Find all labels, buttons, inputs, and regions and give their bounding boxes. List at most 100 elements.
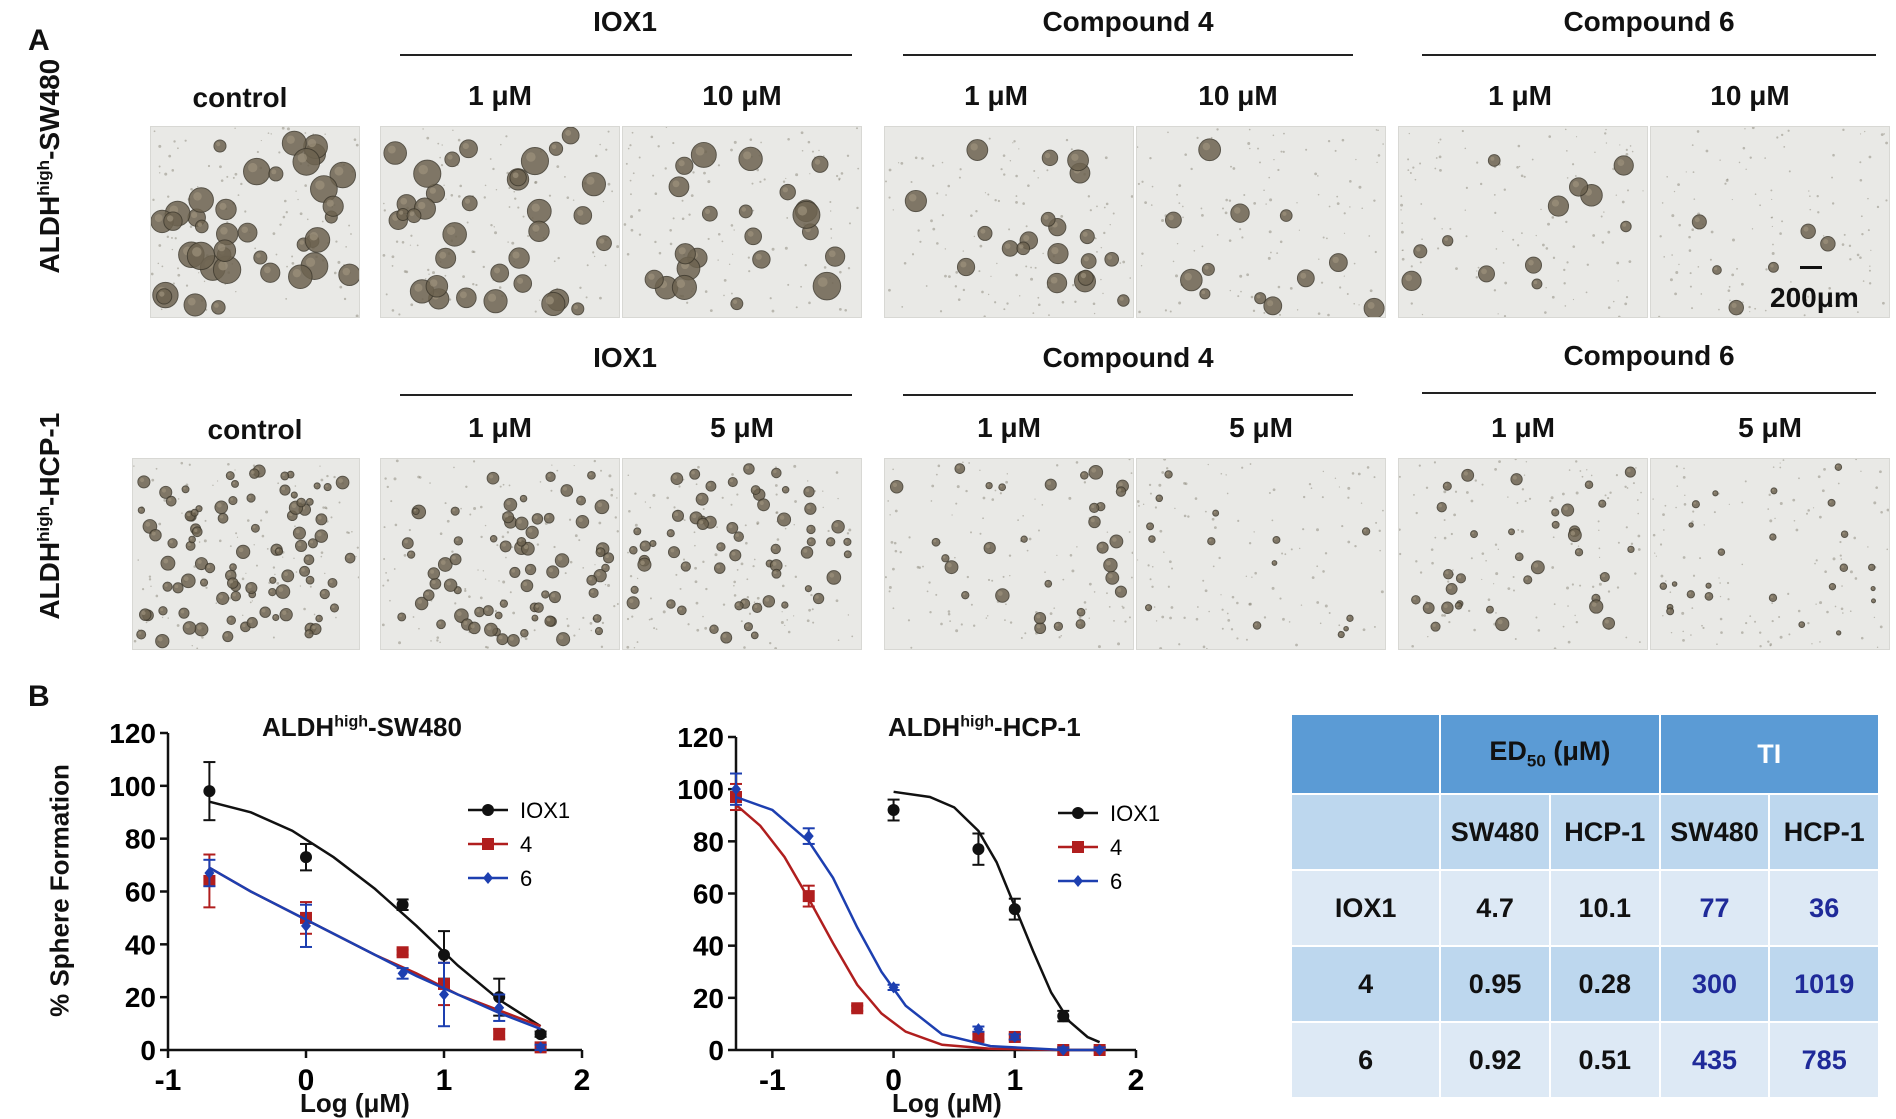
legend-marker	[1073, 875, 1083, 887]
legend-entry-IOX1: IOX1	[468, 798, 570, 823]
y-tick-label: 20	[125, 982, 156, 1013]
data-point	[887, 804, 900, 817]
micrograph-hcp1-c4-5um	[1136, 458, 1386, 650]
row1-group1-title: IOX1	[593, 6, 657, 37]
table-cell-name: 6	[1289, 1021, 1442, 1099]
fit-curve	[208, 866, 542, 1031]
x-tick-label: -1	[155, 1064, 182, 1097]
data-point	[396, 946, 409, 959]
y-tick-label: 60	[693, 879, 724, 910]
y-tick-label: 20	[693, 983, 724, 1014]
table-cell-ed-sw480: 0.95	[1439, 945, 1551, 1023]
data-point	[397, 967, 408, 980]
row1-iox1-conc1: 1 μM	[468, 80, 532, 111]
data-point	[534, 1028, 547, 1041]
data-point	[888, 981, 899, 994]
legend-label: 4	[1110, 835, 1122, 860]
row1-c6-conc2: 10 μM	[1710, 80, 1790, 111]
table-header-blank	[1289, 713, 1442, 795]
data-point	[1057, 1010, 1070, 1023]
legend-label: 6	[520, 866, 532, 891]
data-point	[802, 890, 815, 903]
table-cell-ti-sw480: 77	[1658, 869, 1771, 947]
data-point	[439, 988, 449, 1001]
legend-marker	[1072, 841, 1084, 853]
chart2-title: ALDHhigh-HCP-1	[888, 712, 1081, 743]
legend-entry-6: 6	[468, 866, 532, 891]
micrograph-hcp1-control	[132, 458, 360, 650]
legend-marker	[482, 838, 494, 850]
table-subheader-ed-hcp1: HCP-1	[1548, 793, 1661, 871]
legend-entry-6: 6	[1058, 869, 1122, 894]
table-row: 4 0.95 0.28 300 1019	[1289, 945, 1880, 1023]
table-header-row-1: ED50 (μM) TI	[1289, 713, 1881, 795]
table-header-ed50: ED50 (μM)	[1439, 713, 1661, 795]
row1-group3-line	[1422, 54, 1876, 56]
row2-label: ALDHhigh-HCP-1	[34, 386, 66, 646]
row1-group1-line	[400, 54, 852, 56]
legend-entry-IOX1: IOX1	[1058, 801, 1160, 826]
x-tick-label: 0	[885, 1064, 902, 1097]
chart2: 0 20 40 60 80 100 120 -1 0 1 2 IOX1 4 6	[640, 700, 1200, 1110]
row2-control-label: control	[207, 414, 303, 445]
y-tick-label: 40	[125, 929, 156, 960]
micrograph-hcp1-c6-1um	[1398, 458, 1648, 650]
micrograph-sw480-c4-10um	[1136, 126, 1386, 318]
legend-marker	[483, 872, 493, 884]
y-tick-label: 80	[693, 826, 724, 857]
row1-group2-title: Compound 4	[1042, 6, 1214, 37]
data-point	[1058, 1044, 1069, 1056]
x-tick-label: 2	[574, 1064, 591, 1097]
row1-group2-line	[903, 54, 1353, 56]
y-tick-label: 0	[140, 1035, 156, 1066]
micrograph-sw480-control	[150, 126, 360, 318]
y-tick-label: 120	[677, 722, 724, 753]
data-point	[535, 1041, 546, 1054]
table-cell-ed-hcp1: 0.51	[1548, 1021, 1661, 1099]
micrograph-hcp1-iox1-5um	[622, 458, 862, 650]
chart2-title-sup: high	[960, 713, 994, 731]
data-point	[493, 1028, 506, 1041]
table-subheader-blank	[1289, 793, 1442, 871]
chart2-title-main: ALDH	[888, 712, 961, 742]
chart2-xlabel: Log (μM)	[892, 1088, 1002, 1118]
x-tick-label: 1	[436, 1064, 453, 1097]
y-tick-label: 100	[109, 771, 156, 802]
table-cell-ti-hcp1: 1019	[1768, 945, 1880, 1023]
row2-c6-conc1: 1 μM	[1491, 412, 1555, 443]
x-tick-label: 1	[1006, 1064, 1023, 1097]
data-point	[438, 948, 450, 961]
fit-curve	[735, 795, 1100, 1052]
panel-a-letter: A	[28, 24, 50, 57]
table-subheader-ti-sw480: SW480	[1658, 793, 1771, 871]
fit-curve	[735, 803, 1100, 1052]
panel-b-letter: B	[28, 680, 50, 713]
data-point	[1094, 1044, 1105, 1056]
data-point	[973, 1023, 984, 1036]
data-point	[494, 1001, 505, 1014]
table-header-row-2: SW480 HCP-1 SW480 HCP-1	[1289, 793, 1880, 871]
row2-group2-title: Compound 4	[1042, 342, 1214, 373]
row2-group1-title: IOX1	[593, 342, 657, 373]
table-cell-ed-hcp1: 10.1	[1548, 869, 1661, 947]
micrograph-sw480-c4-1um	[884, 126, 1134, 318]
legend-label: 6	[1110, 869, 1122, 894]
scale-bar	[1800, 266, 1822, 269]
y-tick-label: 40	[693, 931, 724, 962]
x-tick-label: 0	[298, 1064, 315, 1097]
row2-c6-conc2: 5 μM	[1738, 412, 1802, 443]
y-tick-label: 100	[677, 774, 724, 805]
table-cell-ti-hcp1: 785	[1768, 1021, 1880, 1099]
table-subheader-ed-sw480: SW480	[1439, 793, 1551, 871]
data-point	[301, 919, 311, 932]
fit-curve	[209, 800, 542, 1028]
row1-label-sup: high	[33, 159, 53, 196]
table-row: IOX1 4.7 10.1 77 36	[1289, 869, 1880, 947]
legend-entry-4: 4	[1058, 835, 1122, 860]
data-point	[1009, 1030, 1020, 1043]
row2-c4-conc1: 1 μM	[977, 412, 1041, 443]
micrograph-sw480-c6-1um	[1398, 126, 1648, 318]
data-point	[972, 843, 985, 856]
